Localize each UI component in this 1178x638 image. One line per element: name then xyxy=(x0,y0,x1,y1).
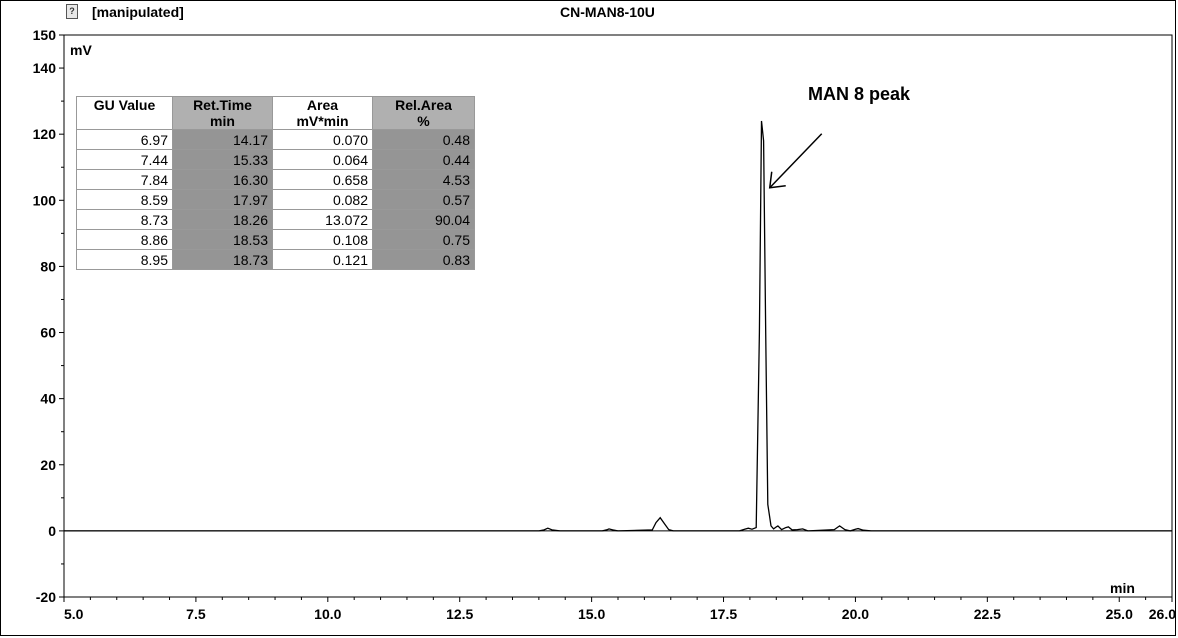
y-tick-label: 0 xyxy=(48,523,56,539)
x-tick-label: 5.0 xyxy=(64,606,84,622)
table-row: 8.86 18.53 0.108 0.75 xyxy=(76,229,475,250)
table-cell: 0.75 xyxy=(372,229,475,250)
x-tick-label: 25.0 xyxy=(1106,606,1133,622)
x-tick-label: 12.5 xyxy=(446,606,473,622)
table-cell: 8.86 xyxy=(76,229,173,250)
table-cell: 0.658 xyxy=(272,169,373,190)
y-tick-label: -20 xyxy=(36,589,56,605)
status-label: [manipulated] xyxy=(92,4,184,20)
table-header-row: GU Value Ret.Time min Area mV*min Rel.Ar… xyxy=(76,96,475,130)
table-cell: 0.44 xyxy=(372,149,475,170)
table-cell: 7.84 xyxy=(76,169,173,190)
y-tick-label: 100 xyxy=(33,192,57,208)
table-row: 7.44 15.33 0.064 0.44 xyxy=(76,149,475,170)
table-cell: 0.83 xyxy=(372,249,475,270)
table-cell: 0.121 xyxy=(272,249,373,270)
table-cell: 13.072 xyxy=(272,209,373,230)
table-cell: 14.17 xyxy=(172,129,273,150)
y-tick-label: 20 xyxy=(40,457,56,473)
x-tick-label: 22.5 xyxy=(974,606,1001,622)
table-cell: 8.95 xyxy=(76,249,173,270)
table-row: 7.84 16.30 0.658 4.53 xyxy=(76,169,475,190)
x-tick-label: 26.0 xyxy=(1149,606,1176,622)
annotation-arrow-head xyxy=(768,171,786,189)
table-row: 6.97 14.17 0.070 0.48 xyxy=(76,129,475,150)
table-cell: 8.73 xyxy=(76,209,173,230)
table-cell: 0.108 xyxy=(272,229,373,250)
peak-annotation: MAN 8 peak xyxy=(808,84,911,104)
table-cell: 7.44 xyxy=(76,149,173,170)
x-axis-label: min xyxy=(1110,580,1135,596)
table-row: 8.59 17.97 0.082 0.57 xyxy=(76,189,475,210)
y-tick-label: 40 xyxy=(40,391,56,407)
document-question-icon: ? xyxy=(66,4,78,19)
x-tick-label: 17.5 xyxy=(710,606,737,622)
y-tick-label: 120 xyxy=(33,126,57,142)
y-tick-label: 60 xyxy=(40,325,56,341)
table-cell: 15.33 xyxy=(172,149,273,170)
x-tick-label: 10.0 xyxy=(314,606,341,622)
header-ret-time: Ret.Time min xyxy=(172,96,273,130)
table-cell: 17.97 xyxy=(172,189,273,210)
table-cell: 0.070 xyxy=(272,129,373,150)
header-rel-area: Rel.Area % xyxy=(372,96,475,130)
x-tick-label: 7.5 xyxy=(186,606,206,622)
table-cell: 0.064 xyxy=(272,149,373,170)
peak-table: GU Value Ret.Time min Area mV*min Rel.Ar… xyxy=(76,96,475,270)
table-cell: 0.48 xyxy=(372,129,475,150)
y-tick-label: 150 xyxy=(33,27,57,43)
table-cell: 18.53 xyxy=(172,229,273,250)
table-cell: 16.30 xyxy=(172,169,273,190)
y-tick-label: 140 xyxy=(33,60,57,76)
table-row: 8.73 18.26 13.072 90.04 xyxy=(76,209,475,230)
table-cell: 90.04 xyxy=(372,209,475,230)
y-tick-label: 80 xyxy=(40,258,56,274)
chromatogram-line xyxy=(64,120,1172,532)
table-cell: 8.59 xyxy=(76,189,173,210)
y-axis-label: mV xyxy=(70,42,92,58)
header-area: Area mV*min xyxy=(272,96,373,130)
chart-title: CN-MAN8-10U xyxy=(560,4,655,20)
annotation-arrow-shaft xyxy=(769,133,823,189)
table-row: 8.95 18.73 0.121 0.83 xyxy=(76,249,475,270)
table-cell: 4.53 xyxy=(372,169,475,190)
table-cell: 18.26 xyxy=(172,209,273,230)
table-cell: 18.73 xyxy=(172,249,273,270)
table-cell: 0.082 xyxy=(272,189,373,210)
x-tick-label: 15.0 xyxy=(578,606,605,622)
table-cell: 0.57 xyxy=(372,189,475,210)
header-gu-value: GU Value xyxy=(76,96,173,130)
table-cell: 6.97 xyxy=(76,129,173,150)
x-tick-label: 20.0 xyxy=(842,606,869,622)
